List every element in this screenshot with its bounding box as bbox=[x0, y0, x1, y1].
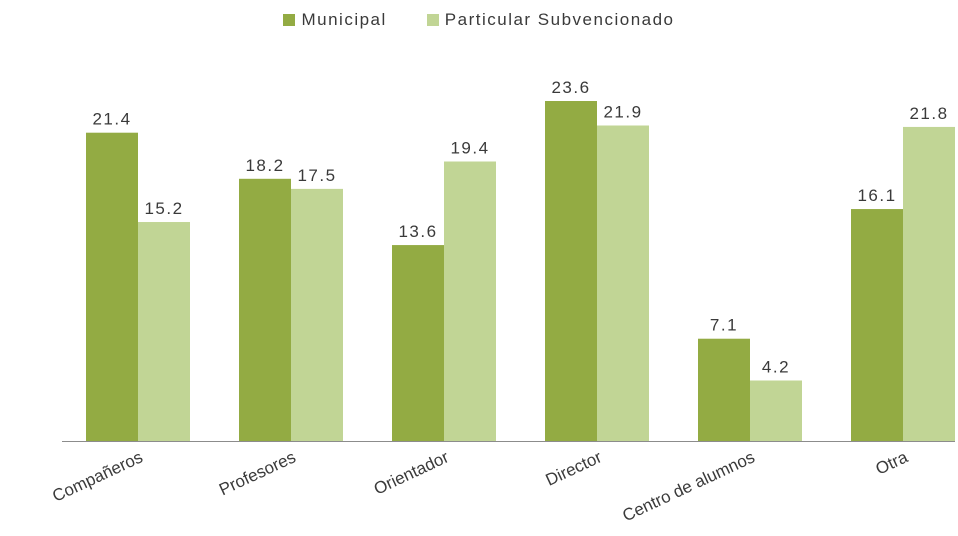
data-label-particular-0: 15.2 bbox=[144, 199, 183, 218]
bar-particular-3 bbox=[597, 125, 649, 442]
legend: Municipal Particular Subvencionado bbox=[0, 10, 958, 30]
data-label-municipal-1: 18.2 bbox=[245, 156, 284, 175]
bar-municipal-0 bbox=[86, 132, 138, 441]
bar-municipal-5 bbox=[851, 209, 903, 441]
data-label-municipal-3: 23.6 bbox=[551, 78, 590, 97]
legend-swatch-particular bbox=[426, 14, 439, 26]
data-label-municipal-5: 16.1 bbox=[857, 186, 896, 205]
x-tick-label-4: Centro de alumnos bbox=[619, 447, 757, 525]
x-tick-label-1: Profesores bbox=[216, 447, 299, 499]
bar-municipal-4 bbox=[698, 338, 750, 441]
legend-label-municipal: Municipal bbox=[301, 10, 387, 29]
legend-item-municipal: Municipal bbox=[283, 10, 386, 30]
bar-municipal-1 bbox=[239, 178, 291, 441]
legend-item-particular: Particular Subvencionado bbox=[426, 10, 675, 30]
data-label-municipal-0: 21.4 bbox=[92, 110, 131, 129]
bar-particular-5 bbox=[903, 126, 955, 442]
data-label-particular-4: 4.2 bbox=[762, 357, 790, 376]
x-tick-label-3: Director bbox=[543, 447, 605, 490]
x-tick-label-0: Compañeros bbox=[49, 447, 145, 505]
legend-swatch-municipal bbox=[283, 14, 296, 26]
data-label-municipal-4: 7.1 bbox=[710, 316, 738, 335]
data-label-particular-5: 21.8 bbox=[909, 104, 948, 123]
bar-particular-2 bbox=[444, 161, 496, 441]
data-label-particular-3: 21.9 bbox=[603, 102, 642, 121]
x-tick-label-2: Orientador bbox=[371, 447, 452, 498]
data-label-particular-1: 17.5 bbox=[297, 166, 336, 185]
legend-label-particular: Particular Subvencionado bbox=[444, 10, 675, 29]
bar-municipal-3 bbox=[545, 101, 597, 441]
data-label-municipal-2: 13.6 bbox=[398, 222, 437, 241]
bar-particular-1 bbox=[291, 188, 343, 441]
bar-particular-0 bbox=[138, 222, 190, 441]
x-tick-label-5: Otra bbox=[873, 447, 911, 478]
data-label-particular-2: 19.4 bbox=[450, 139, 489, 158]
bar-municipal-2 bbox=[392, 245, 444, 441]
bar-particular-4 bbox=[750, 380, 802, 441]
